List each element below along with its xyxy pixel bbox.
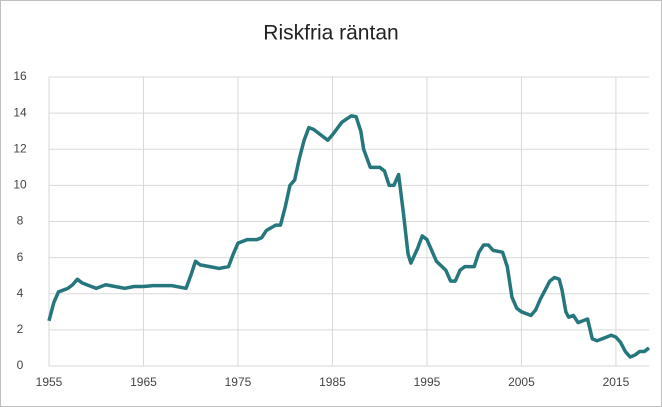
y-tick-label: 16	[13, 69, 27, 83]
x-tick-label: 1965	[130, 375, 157, 389]
line	[47, 114, 651, 359]
y-tick-label: 14	[13, 105, 27, 119]
x-tick-label: 1955	[36, 375, 63, 389]
x-tick-label: 2015	[603, 375, 630, 389]
x-tick-label: 1995	[414, 375, 441, 389]
y-tick-label: 0	[17, 358, 24, 372]
chart-title: Riskfria räntan	[263, 22, 398, 45]
y-tick-label: 4	[17, 286, 24, 300]
y-tick-label: 6	[17, 250, 24, 264]
y-tick-label: 2	[17, 322, 24, 336]
y-tick-label: 10	[13, 178, 27, 192]
y-tick-label: 12	[13, 141, 27, 155]
x-tick-label: 1985	[319, 375, 346, 389]
y-tick-label: 8	[17, 214, 24, 228]
x-tick-label: 2005	[508, 375, 535, 389]
x-tick-label: 1975	[225, 375, 252, 389]
